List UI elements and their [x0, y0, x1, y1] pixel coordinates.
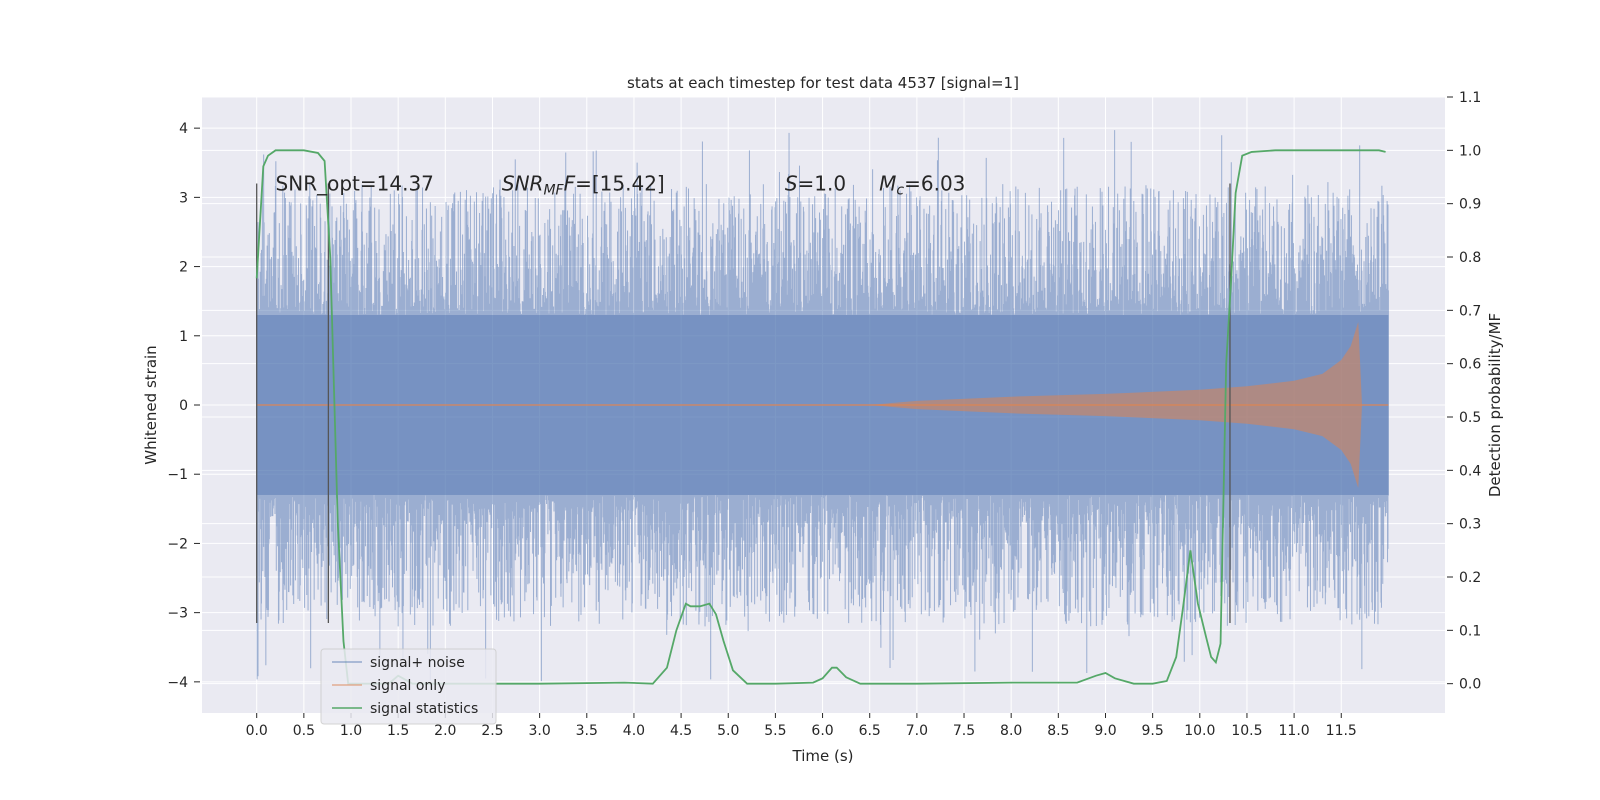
x-tick-label: 9.0	[1094, 723, 1116, 739]
y2-tick-label: 1.0	[1459, 143, 1481, 159]
y-tick-label: −2	[167, 536, 188, 552]
x-tick-label: 8.0	[1000, 723, 1022, 739]
x-tick-label: 1.0	[340, 723, 362, 739]
y-tick-label: 3	[179, 190, 188, 206]
y2-tick-label: 0.1	[1459, 623, 1481, 639]
y-axis-label: Whitened strain	[142, 345, 160, 464]
legend-entry-signal-noise: signal+ noise	[332, 655, 465, 671]
legend-box	[320, 648, 497, 725]
signal-statistics-line	[255, 149, 1386, 685]
x-tick-label: 10.5	[1231, 723, 1262, 739]
x-tick-label: 3.5	[576, 723, 598, 739]
signal-statistics-series	[255, 149, 1386, 685]
plot-area	[255, 130, 1389, 685]
y2-tick-label: 1.1	[1459, 90, 1481, 106]
x-axis: 0.0 0.5 1.0 1.5 2.0 2.5 3.0 3.5 4.0 4.5 5.0 5.5 6.0 6…	[246, 713, 1357, 739]
y2-tick-label: 0.2	[1459, 570, 1481, 586]
y-tick-label: −1	[167, 467, 188, 483]
x-tick-label: 8.5	[1047, 723, 1069, 739]
y2-tick-label: 0.5	[1459, 410, 1481, 426]
x-tick-label: 10.0	[1184, 723, 1215, 739]
legend-entry-signal-statistics: signal statistics	[332, 701, 478, 717]
chart-title: stats at each timestep for test data 453…	[627, 74, 1019, 92]
x-tick-label: 11.0	[1279, 723, 1310, 739]
y-tick-label: 0	[179, 398, 188, 414]
x-tick-label: 5.5	[764, 723, 786, 739]
y-tick-label: −4	[167, 675, 188, 691]
legend-entry-signal-only: signal only	[332, 678, 445, 694]
annotations: SNR_opt=14.37 SNRMFF=[15.42] S=1.0 Mc=6.03	[276, 172, 966, 199]
annotation-text-2: SNRMFF=[15.42]	[502, 172, 665, 199]
x-tick-label: 5.0	[717, 723, 739, 739]
annotation-text-3: S=1.0	[785, 172, 846, 196]
annotation-text-4: Mc=6.03	[879, 172, 965, 199]
x-tick-label: 11.5	[1326, 723, 1357, 739]
x-tick-label: 6.5	[859, 723, 881, 739]
legend-label-signal-noise: signal+ noise	[370, 655, 465, 671]
legend: signal+ noise signal only signal statist…	[320, 648, 497, 725]
x-tick-label: 2.0	[434, 723, 456, 739]
y2-axis-label: Detection probability/MF	[1486, 313, 1504, 497]
legend-label-signal-only: signal only	[370, 678, 445, 694]
x-tick-label: 4.5	[670, 723, 692, 739]
y-tick-label: −3	[167, 606, 188, 622]
x-tick-label: 0.5	[293, 723, 315, 739]
x-tick-label: 2.5	[481, 723, 503, 739]
x-tick-label: 4.0	[623, 723, 645, 739]
x-tick-label: 1.5	[387, 723, 409, 739]
y2-tick-label: 0.6	[1459, 357, 1481, 373]
y-axis-right: 0.0 0.1 0.2 0.3 0.4 0.5 0.6 0.7 0.8 0.9 1.0 1.1	[1447, 90, 1481, 693]
legend-label-signal-statistics: signal statistics	[370, 701, 478, 717]
y-tick-label: 2	[179, 260, 188, 276]
y-tick-label: 4	[179, 121, 188, 137]
x-tick-label: 7.0	[906, 723, 928, 739]
y2-tick-label: 0.7	[1459, 303, 1481, 319]
vertical-markers	[256, 183, 1231, 624]
y2-tick-label: 0.0	[1459, 677, 1481, 693]
x-axis-label: Time (s)	[792, 747, 854, 765]
x-tick-label: 7.5	[953, 723, 975, 739]
x-tick-label: 0.0	[246, 723, 268, 739]
y2-tick-label: 0.3	[1459, 517, 1481, 533]
y2-tick-label: 0.8	[1459, 250, 1481, 266]
x-tick-label: 9.5	[1142, 723, 1164, 739]
annotation-text-1: SNR_opt=14.37	[276, 172, 434, 196]
x-tick-label: 6.0	[811, 723, 833, 739]
x-tick-label: 3.0	[528, 723, 550, 739]
y-tick-label: 1	[179, 329, 188, 345]
y2-tick-label: 0.9	[1459, 197, 1481, 213]
y-axis-left: −4 −3 −2 −1 0 1 2 3 4	[167, 121, 200, 691]
signal-only-series	[256, 321, 1389, 489]
y2-tick-label: 0.4	[1459, 463, 1481, 479]
